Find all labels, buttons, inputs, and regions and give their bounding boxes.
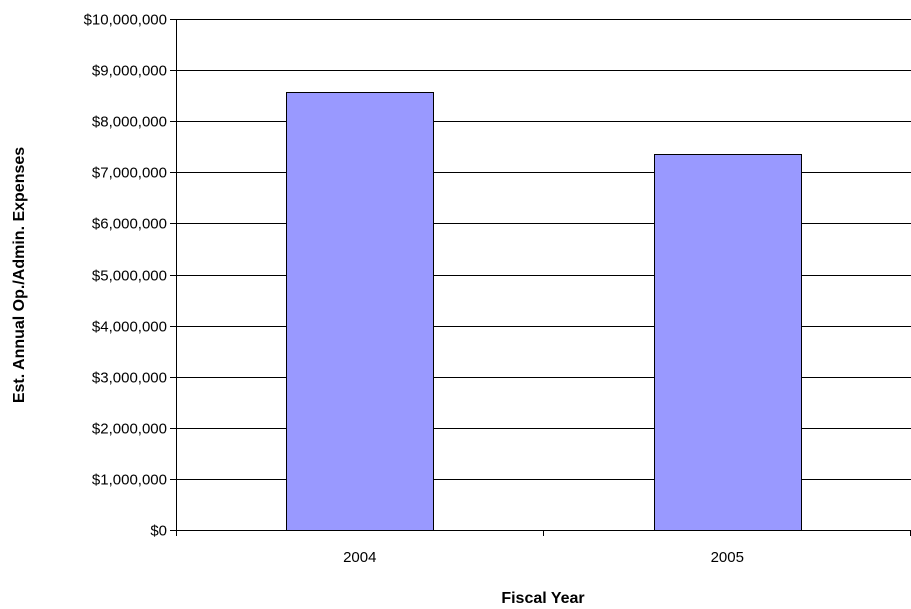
y-tick-label: $3,000,000 xyxy=(92,370,167,387)
y-tick-label: $9,000,000 xyxy=(92,63,167,80)
bar-2005 xyxy=(654,154,802,531)
x-tick-label: 2005 xyxy=(711,549,744,566)
y-tick-label: $1,000,000 xyxy=(92,472,167,489)
y-tick-label: $6,000,000 xyxy=(92,216,167,233)
y-tick-labels: $0 $1,000,000 $2,000,000 $3,000,000 $4,000,0… xyxy=(84,12,167,540)
x-tick-label: 2004 xyxy=(343,549,376,566)
y-tick-label: $5,000,000 xyxy=(92,268,167,285)
bars xyxy=(286,92,802,531)
bar-2004 xyxy=(286,92,434,531)
y-tick-label: $4,000,000 xyxy=(92,319,167,336)
y-tick-label: $7,000,000 xyxy=(92,165,167,182)
y-tick-label: $10,000,000 xyxy=(84,12,167,29)
x-axis-title: Fiscal Year xyxy=(501,590,584,607)
x-tick-labels: 2004 2005 xyxy=(343,549,744,566)
y-tick-label: $2,000,000 xyxy=(92,421,167,438)
y-tick-label: $0 xyxy=(150,523,167,540)
y-tick-label: $8,000,000 xyxy=(92,114,167,131)
y-axis-title: Est. Annual Op./Admin. Expenses xyxy=(11,147,28,403)
